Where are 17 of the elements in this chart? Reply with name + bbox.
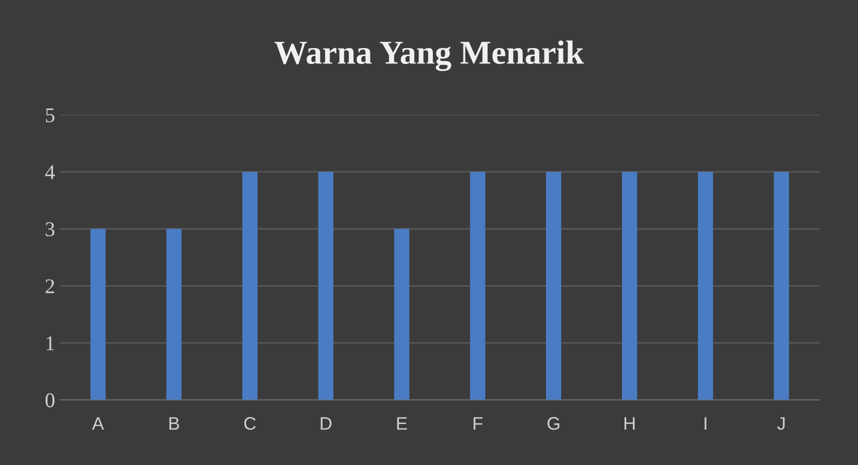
x-tick-label: E [397,417,408,430]
y-tick-label: 4 [45,165,55,180]
x-tick-label: G [548,417,560,430]
x-tick-label: I [704,417,706,430]
y-tick-label: 2 [46,279,54,294]
y-tick-label: 1 [46,336,54,350]
y-tick-label: 3 [46,222,54,236]
x-tick-label: J [777,417,785,430]
y-tick-label: 5 [46,108,54,122]
x-tick-label: C [244,417,256,430]
x-tick-label: D [320,417,332,430]
x-tick-label: H [624,417,635,430]
chart-title: Warna Yang Menarik [274,40,584,72]
x-tick-label: B [169,417,180,430]
x-tick-label: F [474,417,482,430]
x-tick-label: A [92,417,104,430]
y-tick-label: 0 [46,393,54,408]
